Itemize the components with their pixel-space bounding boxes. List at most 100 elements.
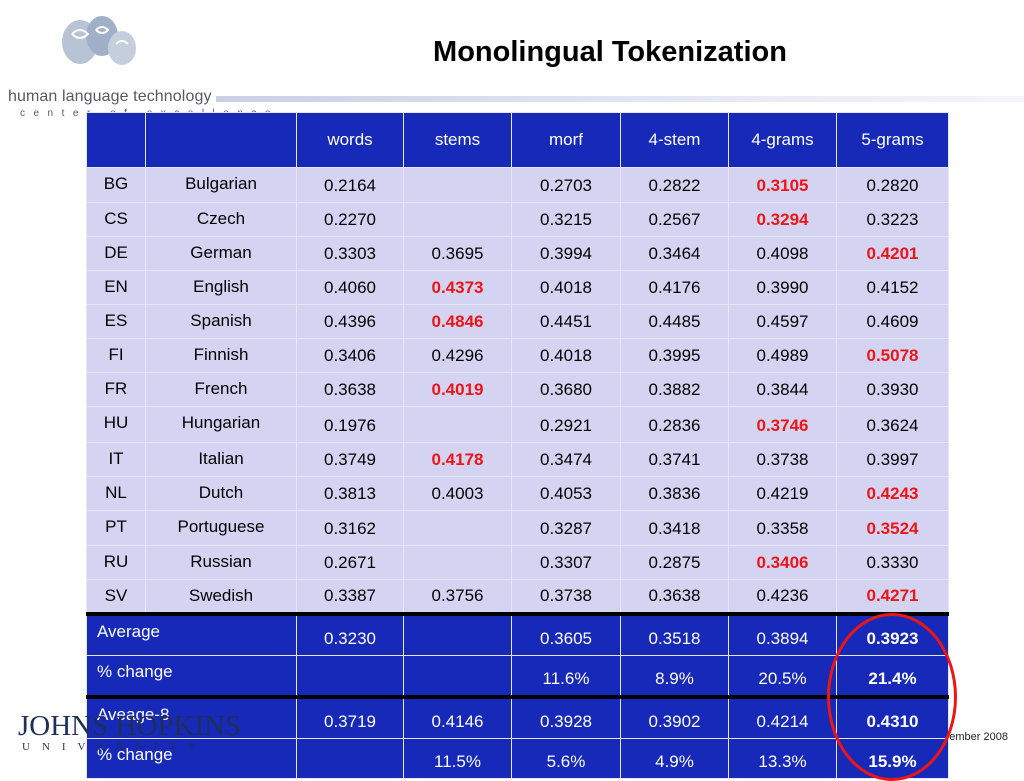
- score-cell: 0.4152: [836, 270, 949, 305]
- score-cell: 0.3294: [728, 202, 837, 237]
- score-cell: 0.4989: [728, 338, 837, 373]
- title-rule: [216, 96, 1024, 102]
- summary-value-cell: [296, 654, 404, 697]
- score-cell: 0.4018: [511, 270, 621, 305]
- header-cell-code: [86, 112, 146, 168]
- language-code-cell: PT: [86, 510, 146, 546]
- score-cell: 0.4201: [836, 236, 949, 271]
- score-cell: 0.2836: [620, 406, 729, 443]
- score-cell: [403, 167, 512, 203]
- score-cell: 0.3749: [296, 442, 404, 477]
- language-code-cell: BG: [86, 167, 146, 203]
- language-name-cell: Dutch: [145, 476, 297, 511]
- summary-value-cell: 0.3518: [620, 611, 729, 656]
- score-cell: 0.2671: [296, 545, 404, 580]
- slide-title: Monolingual Tokenization: [433, 36, 787, 68]
- header-cell-language: [145, 112, 297, 168]
- speech-bubbles-icon: [62, 16, 136, 65]
- score-cell: 0.4373: [403, 270, 512, 305]
- table-row: SV Swedish 0.3387 0.3756 0.3738 0.3638 0.4236 0…: [86, 579, 949, 614]
- summary-row: % change 11.5% 5.6% 4.9% 13.3% 15.9%: [86, 737, 949, 779]
- score-cell: 0.4609: [836, 304, 949, 339]
- summary-value-cell: 0.3605: [511, 611, 621, 656]
- header-cell-stems: stems: [403, 112, 512, 168]
- language-code-cell: ES: [86, 304, 146, 339]
- score-cell: 0.3930: [836, 372, 949, 407]
- summary-value-cell: 4.9%: [620, 737, 729, 779]
- summary-value-cell: 0.4146: [403, 694, 512, 739]
- language-name-cell: French: [145, 372, 297, 407]
- score-cell: 0.2820: [836, 167, 949, 203]
- table-row: RU Russian 0.2671 0.3307 0.2875 0.3406 0.3330: [86, 545, 949, 580]
- language-code-cell: IT: [86, 442, 146, 477]
- score-cell: 0.4597: [728, 304, 837, 339]
- score-cell: [403, 510, 512, 546]
- hlt-logo: human language technology center of exce…: [0, 0, 270, 125]
- score-cell: 0.3741: [620, 442, 729, 477]
- score-cell: 0.3638: [620, 579, 729, 614]
- score-cell: 0.2567: [620, 202, 729, 237]
- score-cell: 0.4003: [403, 476, 512, 511]
- score-cell: 0.2921: [511, 406, 621, 443]
- table-row: PT Portuguese 0.3162 0.3287 0.3418 0.3358 0.35…: [86, 510, 949, 546]
- score-cell: 0.1976: [296, 406, 404, 443]
- logo-text: human language technology: [8, 88, 212, 105]
- score-cell: 0.3738: [511, 579, 621, 614]
- score-cell: 0.2270: [296, 202, 404, 237]
- score-cell: 0.3997: [836, 442, 949, 477]
- summary-label-cell: Average: [86, 611, 297, 656]
- score-cell: 0.3836: [620, 476, 729, 511]
- table-row: BG Bulgarian 0.2164 0.2703 0.2822 0.3105 0.282…: [86, 167, 949, 203]
- score-cell: 0.3387: [296, 579, 404, 614]
- language-code-cell: CS: [86, 202, 146, 237]
- language-name-cell: Czech: [145, 202, 297, 237]
- table-row: FI Finnish 0.3406 0.4296 0.4018 0.3995 0.4989 0…: [86, 338, 949, 373]
- language-name-cell: English: [145, 270, 297, 305]
- score-cell: 0.3105: [728, 167, 837, 203]
- score-cell: [403, 406, 512, 443]
- score-cell: 0.2164: [296, 167, 404, 203]
- summary-value-cell: 11.6%: [511, 654, 621, 697]
- score-cell: 0.2703: [511, 167, 621, 203]
- score-cell: 0.3994: [511, 236, 621, 271]
- score-cell: [403, 202, 512, 237]
- language-code-cell: DE: [86, 236, 146, 271]
- score-cell: 0.4271: [836, 579, 949, 614]
- footer-date: ember 2008: [949, 731, 1008, 743]
- table-row: CS Czech 0.2270 0.3215 0.2567 0.3294 0.3223: [86, 202, 949, 237]
- score-cell: 0.5078: [836, 338, 949, 373]
- score-cell: 0.4098: [728, 236, 837, 271]
- header-cell-words: words: [296, 112, 404, 168]
- score-cell: 0.4060: [296, 270, 404, 305]
- summary-row: % change 11.6% 8.9% 20.5% 21.4%: [86, 654, 949, 697]
- score-cell: 0.3990: [728, 270, 837, 305]
- summary-value-cell: 5.6%: [511, 737, 621, 779]
- score-cell: 0.3223: [836, 202, 949, 237]
- header-cell-4-stem: 4-stem: [620, 112, 729, 168]
- table-row: IT Italian 0.3749 0.4178 0.3474 0.3741 0.3738 0…: [86, 442, 949, 477]
- summary-value-cell: 11.5%: [403, 737, 512, 779]
- language-code-cell: SV: [86, 579, 146, 614]
- score-cell: 0.3358: [728, 510, 837, 546]
- language-code-cell: FR: [86, 372, 146, 407]
- header-cell-morf: morf: [511, 112, 621, 168]
- summary-value-cell: 0.3230: [296, 611, 404, 656]
- language-name-cell: German: [145, 236, 297, 271]
- score-cell: 0.3307: [511, 545, 621, 580]
- score-cell: 0.4296: [403, 338, 512, 373]
- score-cell: 0.4019: [403, 372, 512, 407]
- score-cell: 0.3418: [620, 510, 729, 546]
- score-cell: 0.3406: [728, 545, 837, 580]
- summary-value-cell: 0.3902: [620, 694, 729, 739]
- header-cell-4-grams: 4-grams: [728, 112, 837, 168]
- language-code-cell: NL: [86, 476, 146, 511]
- score-cell: 0.3738: [728, 442, 837, 477]
- language-name-cell: Swedish: [145, 579, 297, 614]
- header-cell-5-grams: 5-grams: [836, 112, 949, 168]
- score-cell: 0.3330: [836, 545, 949, 580]
- results-table: words stems morf 4-stem 4-grams 5-grams …: [86, 112, 949, 779]
- summary-value-cell: 20.5%: [728, 654, 837, 697]
- score-cell: 0.4451: [511, 304, 621, 339]
- summary-value-cell: 8.9%: [620, 654, 729, 697]
- language-name-cell: Finnish: [145, 338, 297, 373]
